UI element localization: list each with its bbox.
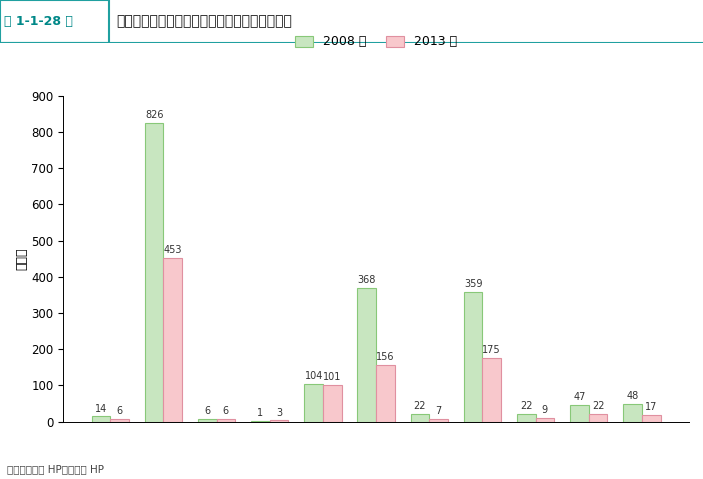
Text: 7: 7	[435, 406, 441, 416]
Text: 156: 156	[376, 352, 394, 362]
Text: 6: 6	[223, 407, 229, 416]
Bar	[642, 415, 661, 422]
Text: 自営業・家族従事者の原因・動機別の自殺者数: 自営業・家族従事者の原因・動機別の自殺者数	[116, 14, 292, 29]
Y-axis label: （人）: （人）	[15, 248, 29, 270]
Text: 175: 175	[482, 345, 501, 355]
Bar	[464, 292, 482, 422]
Bar	[411, 413, 430, 422]
Text: 1: 1	[257, 408, 264, 418]
Bar	[110, 419, 129, 422]
Text: 453: 453	[164, 245, 182, 255]
Bar	[304, 384, 323, 422]
Bar	[588, 413, 607, 422]
Text: 368: 368	[358, 275, 376, 285]
Text: 6: 6	[205, 407, 210, 416]
Text: 101: 101	[323, 372, 342, 382]
Text: 48: 48	[626, 391, 639, 401]
Text: 3: 3	[276, 408, 282, 418]
Text: 資料：警察庁 HP、内閣府 HP: 資料：警察庁 HP、内閣府 HP	[7, 464, 104, 474]
FancyBboxPatch shape	[0, 0, 109, 43]
Text: 6: 6	[117, 407, 123, 416]
Text: 22: 22	[520, 400, 533, 411]
Text: 9: 9	[542, 405, 548, 415]
Text: 14: 14	[95, 404, 107, 413]
Bar	[270, 421, 288, 422]
Bar	[323, 385, 342, 422]
Bar	[536, 418, 554, 422]
Text: 359: 359	[464, 279, 482, 289]
Text: 826: 826	[145, 110, 163, 120]
Bar	[164, 258, 182, 422]
Text: 17: 17	[645, 402, 657, 412]
Bar	[376, 365, 394, 422]
Bar	[570, 404, 588, 422]
Bar	[145, 123, 164, 422]
Legend: 2008 年, 2013 年: 2008 年, 2013 年	[290, 30, 463, 53]
Bar	[358, 288, 376, 422]
Text: 47: 47	[573, 392, 586, 401]
Bar	[217, 419, 236, 422]
Text: 22: 22	[592, 400, 605, 411]
Text: 22: 22	[413, 400, 426, 411]
Text: 104: 104	[304, 371, 323, 381]
Bar	[517, 413, 536, 422]
Bar	[482, 358, 501, 422]
Text: 第 1-1-28 図: 第 1-1-28 図	[4, 15, 72, 28]
Bar	[198, 419, 217, 422]
Bar	[624, 404, 642, 422]
Bar	[91, 416, 110, 422]
Bar	[430, 419, 448, 422]
